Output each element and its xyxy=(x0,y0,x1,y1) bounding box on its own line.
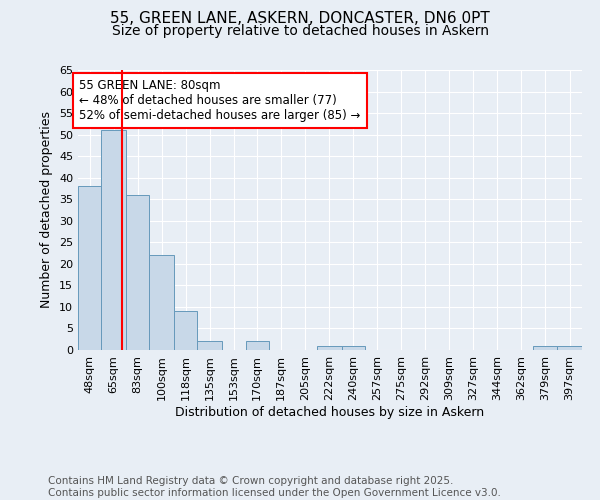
X-axis label: Distribution of detached houses by size in Askern: Distribution of detached houses by size … xyxy=(175,406,485,418)
Text: Contains HM Land Registry data © Crown copyright and database right 2025.
Contai: Contains HM Land Registry data © Crown c… xyxy=(48,476,501,498)
Bar xyxy=(197,342,222,350)
Bar xyxy=(341,346,365,350)
Bar xyxy=(317,346,341,350)
Bar xyxy=(174,311,197,350)
Bar xyxy=(557,346,582,350)
Bar xyxy=(533,346,557,350)
Y-axis label: Number of detached properties: Number of detached properties xyxy=(40,112,53,308)
Bar xyxy=(245,342,269,350)
Bar xyxy=(78,186,101,350)
Text: Size of property relative to detached houses in Askern: Size of property relative to detached ho… xyxy=(112,24,488,38)
Text: 55, GREEN LANE, ASKERN, DONCASTER, DN6 0PT: 55, GREEN LANE, ASKERN, DONCASTER, DN6 0… xyxy=(110,11,490,26)
Bar xyxy=(101,130,126,350)
Bar xyxy=(149,255,174,350)
Bar xyxy=(126,195,149,350)
Text: 55 GREEN LANE: 80sqm
← 48% of detached houses are smaller (77)
52% of semi-detac: 55 GREEN LANE: 80sqm ← 48% of detached h… xyxy=(79,78,361,122)
